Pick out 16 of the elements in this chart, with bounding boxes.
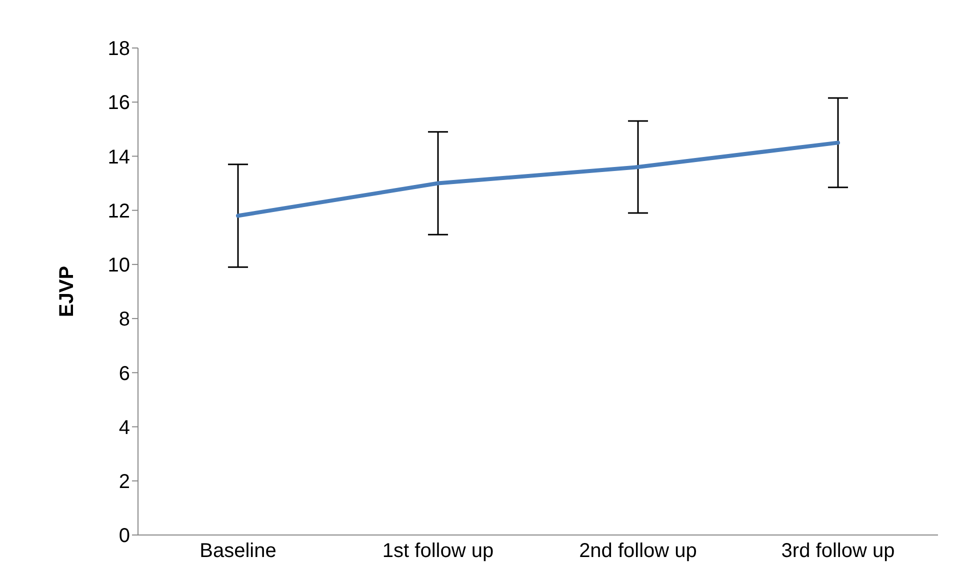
y-tick-label: 12 (108, 200, 130, 222)
x-tick-label: 2nd follow up (579, 540, 697, 562)
y-tick-label: 4 (118, 416, 130, 439)
y-tick-label: 2 (118, 470, 130, 493)
y-tick-label: 18 (108, 38, 130, 60)
y-tick-label: 16 (108, 92, 130, 114)
y-tick-label: 8 (118, 308, 130, 331)
line-series (236, 140, 840, 218)
y-tick-label: 0 (118, 525, 130, 548)
y-tick-label: 6 (118, 362, 130, 385)
x-tick-label: 3rd follow up (781, 540, 895, 562)
y-axis-title: EJVP (56, 266, 78, 318)
y-tick-label: 14 (108, 146, 130, 168)
y-tick-label: 10 (108, 254, 130, 277)
x-tick-label: Baseline (200, 540, 276, 562)
x-tick-label: 1st follow up (382, 540, 494, 562)
